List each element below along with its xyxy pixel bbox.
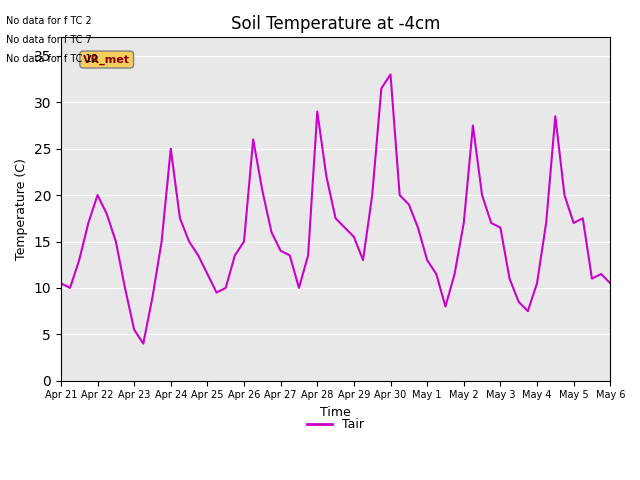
Y-axis label: Temperature (C): Temperature (C) [15, 158, 28, 260]
Legend: Tair: Tair [302, 413, 369, 436]
Title: Soil Temperature at -4cm: Soil Temperature at -4cm [231, 15, 440, 33]
Text: No data for f TC 2: No data for f TC 2 [6, 16, 92, 26]
Text: No data for f TC 7: No data for f TC 7 [6, 35, 92, 45]
Text: No data for f TC 12: No data for f TC 12 [6, 54, 99, 64]
X-axis label: Time: Time [320, 406, 351, 419]
Text: VR_met: VR_met [83, 54, 130, 65]
